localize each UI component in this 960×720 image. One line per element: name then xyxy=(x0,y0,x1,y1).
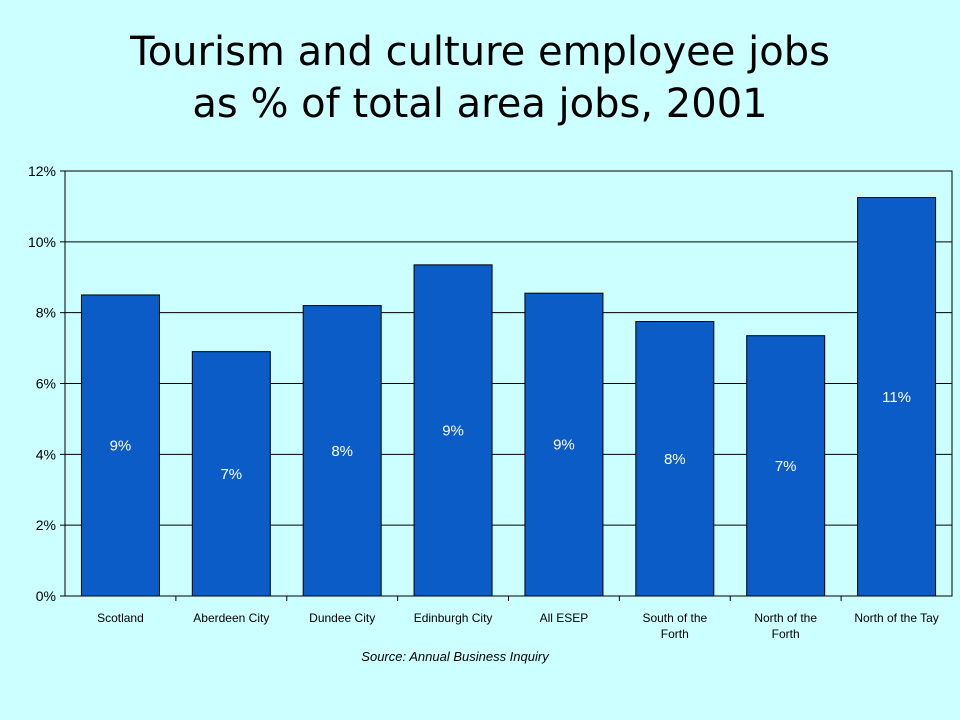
chart-title-line-1: Tourism and culture employee jobs xyxy=(130,29,830,75)
y-tick-label: 8% xyxy=(36,305,56,321)
category-label: Edinburgh City xyxy=(414,611,493,625)
category-label: North of the xyxy=(754,611,817,625)
category-label: Forth xyxy=(772,627,800,641)
source-note: Source: Annual Business Inquiry xyxy=(361,649,550,664)
category-label: Forth xyxy=(661,627,689,641)
bar xyxy=(191,351,271,597)
bar xyxy=(413,264,493,597)
category-label: North of the Tay xyxy=(854,611,939,625)
data-label: 7% xyxy=(220,466,242,483)
bar xyxy=(80,294,160,597)
y-tick-label: 4% xyxy=(36,446,56,462)
y-tick-label: 6% xyxy=(36,376,56,392)
bar xyxy=(746,335,826,597)
category-label: Aberdeen City xyxy=(193,611,269,625)
data-label: 8% xyxy=(664,451,686,468)
y-tick-label: 2% xyxy=(36,517,56,533)
bar xyxy=(857,197,937,597)
category-label: Dundee City xyxy=(309,611,375,625)
category-label: All ESEP xyxy=(540,611,589,625)
bar xyxy=(302,305,382,597)
data-label: 11% xyxy=(882,389,911,406)
category-label: Scotland xyxy=(97,611,144,625)
data-label: 9% xyxy=(442,422,464,439)
bar xyxy=(524,292,604,597)
data-label: 8% xyxy=(331,443,353,460)
bar xyxy=(635,321,715,597)
y-tick-label: 12% xyxy=(28,163,56,179)
data-label: 9% xyxy=(110,437,132,454)
chart-title: Tourism and culture employee jobs as % o… xyxy=(0,26,960,130)
category-label: South of the xyxy=(642,611,707,625)
data-label: 9% xyxy=(553,437,575,454)
chart-title-line-2: as % of total area jobs, 2001 xyxy=(192,81,768,127)
y-tick-label: 0% xyxy=(36,588,56,604)
y-tick-label: 10% xyxy=(28,234,56,250)
data-label: 7% xyxy=(775,458,797,475)
